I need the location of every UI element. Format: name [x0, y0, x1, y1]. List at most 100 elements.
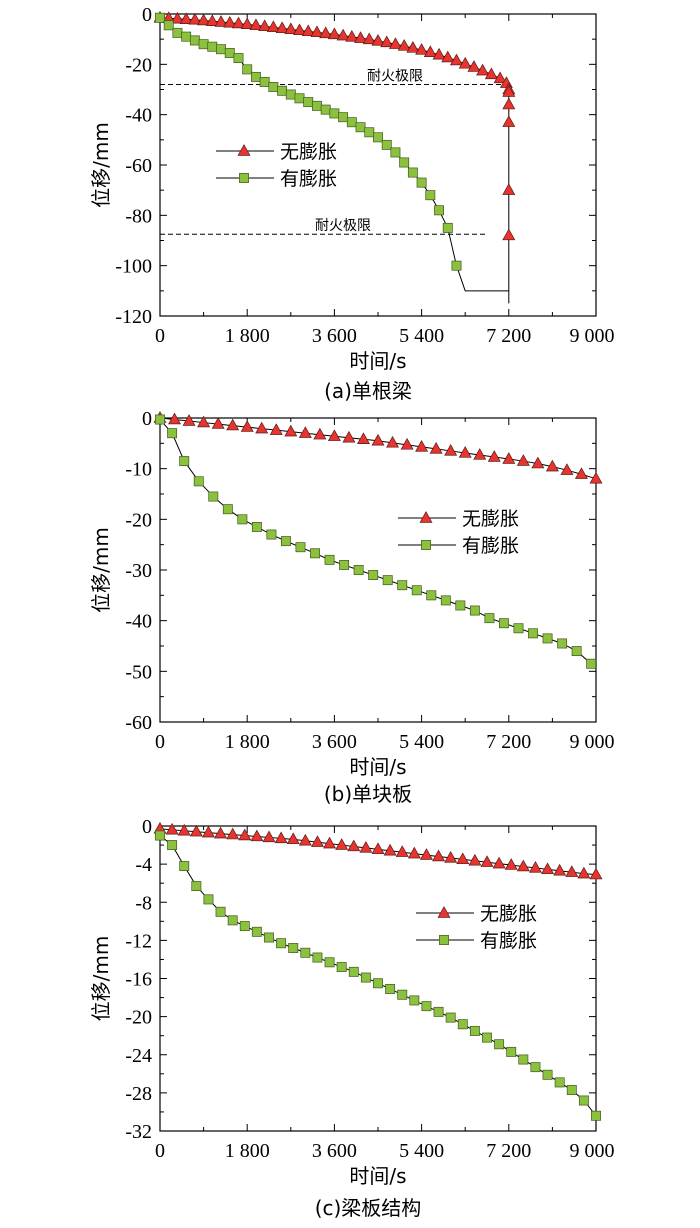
- square-point: [224, 48, 235, 58]
- triangle-point: [336, 28, 350, 41]
- triangle-point: [298, 426, 312, 438]
- square-point: [227, 915, 238, 926]
- square-point: [513, 623, 524, 634]
- square-point: [407, 167, 418, 178]
- triangle-point: [371, 842, 385, 855]
- triangle-point: [476, 63, 490, 76]
- triangle-point: [565, 865, 579, 877]
- triangle-point: [545, 459, 559, 472]
- chart-caption: (b)单块板: [324, 782, 412, 806]
- square-point: [506, 1046, 517, 1057]
- legend-label: 有膨胀: [280, 168, 337, 190]
- square-point: [518, 1054, 529, 1065]
- x-tick-label: 7 200: [486, 1140, 531, 1162]
- square-point: [421, 1001, 432, 1012]
- square-point: [390, 147, 401, 158]
- y-tick-label: -12: [125, 930, 152, 952]
- triangle-point: [255, 421, 269, 434]
- y-tick-label: -16: [125, 969, 152, 991]
- chart-0: 0 1 800 3 600 5 400 7 200 9 000 0 -20 -40 -60 -80 -…: [89, 4, 615, 403]
- square-point: [250, 71, 261, 82]
- triangle-point: [238, 828, 252, 841]
- series-line-0: [159, 417, 597, 480]
- triangle-point: [286, 832, 300, 845]
- y-tick-label: -20: [125, 509, 152, 531]
- triangle-point: [380, 35, 394, 48]
- square-point: [382, 575, 393, 586]
- square-point: [381, 139, 392, 150]
- triangle-point: [492, 856, 506, 869]
- square-point: [364, 127, 375, 138]
- triangle-point: [407, 846, 421, 859]
- legend-marker: [439, 935, 449, 945]
- triangle-point: [484, 67, 498, 80]
- square-point: [172, 27, 183, 38]
- square-point: [310, 548, 320, 559]
- triangle-point: [423, 45, 437, 57]
- square-point: [451, 260, 462, 271]
- square-point: [499, 618, 509, 629]
- triangle-point: [362, 32, 376, 45]
- square-point: [397, 989, 408, 1000]
- square-point: [368, 570, 379, 581]
- square-point: [416, 177, 427, 188]
- triangle-point: [458, 446, 472, 458]
- square-point: [455, 600, 466, 611]
- square-point: [320, 104, 331, 115]
- triangle-point: [177, 823, 191, 836]
- square-point: [288, 943, 299, 953]
- triangle-point: [293, 23, 307, 36]
- triangle-point: [444, 851, 458, 863]
- square-point: [373, 978, 383, 989]
- x-axis-label: 时间/s: [349, 349, 406, 373]
- square-point: [440, 595, 451, 606]
- y-tick-label: -40: [125, 611, 152, 633]
- square-point: [189, 35, 200, 46]
- x-tick-label: 3 600: [312, 325, 357, 347]
- triangle-point: [201, 825, 215, 838]
- x-tick-label: 5 400: [399, 731, 444, 753]
- triangle-point: [168, 412, 182, 425]
- x-tick-label: 3 600: [312, 731, 357, 753]
- triangle-point: [266, 20, 280, 33]
- square-point: [179, 861, 190, 871]
- triangle-point: [468, 853, 482, 866]
- triangle-point: [356, 432, 370, 444]
- triangle-point: [467, 60, 481, 72]
- square-point: [425, 190, 436, 201]
- square-point: [215, 906, 226, 917]
- square-point: [494, 1039, 505, 1050]
- y-tick-label: -32: [125, 1121, 152, 1143]
- triangle-point: [284, 424, 298, 437]
- triangle-point: [197, 415, 211, 428]
- x-axis-label: 时间/s: [349, 755, 406, 779]
- plot-frame: [159, 417, 597, 723]
- square-point: [353, 565, 364, 575]
- triangle-point: [214, 15, 228, 27]
- triangle-point: [231, 16, 245, 29]
- triangle-point: [493, 71, 507, 84]
- triangle-point: [347, 839, 361, 852]
- legend-marker: [239, 173, 249, 183]
- triangle-point: [415, 43, 429, 55]
- square-point: [542, 633, 553, 644]
- square-point: [434, 205, 444, 216]
- x-tick-label: 1 800: [225, 1140, 270, 1162]
- square-point: [191, 881, 202, 891]
- triangle-point: [226, 827, 240, 840]
- triangle-point: [240, 17, 254, 30]
- series-line-1: [159, 835, 597, 1117]
- chart-1: 0 1 800 3 600 5 400 7 200 9 000 0 -10 -20 -30 -40 -…: [89, 408, 615, 806]
- triangle-point: [250, 829, 264, 842]
- y-tick-label: 0: [142, 816, 152, 838]
- triangle-point: [323, 836, 337, 849]
- triangle-point: [432, 849, 446, 862]
- square-point: [239, 921, 250, 932]
- square-point: [281, 536, 291, 547]
- square-point: [237, 514, 248, 525]
- triangle-point: [327, 429, 341, 441]
- square-point: [399, 157, 410, 168]
- y-tick-label: 0: [142, 408, 152, 430]
- triangle-point: [310, 25, 324, 38]
- triangle-point: [179, 12, 193, 24]
